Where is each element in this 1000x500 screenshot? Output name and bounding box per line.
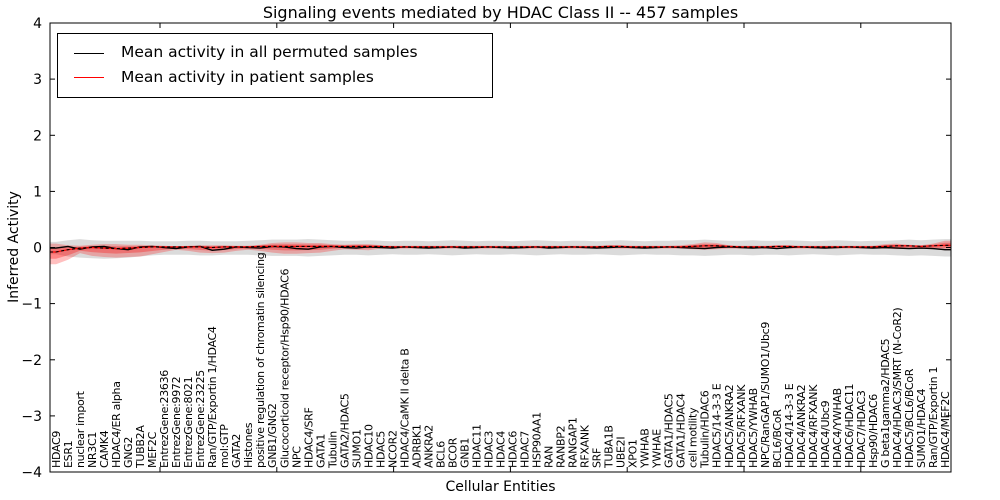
data-layer	[50, 239, 951, 265]
x-axis-label: Cellular Entities	[445, 479, 556, 495]
x-category-label: BCOR	[446, 437, 459, 468]
x-category-label: RFXANK	[579, 424, 592, 468]
x-category-label: EntrezGene:9972	[170, 377, 183, 468]
red-line-swatch	[74, 77, 104, 79]
x-category-label: cell motility	[687, 407, 700, 468]
x-category-label: NPC/RanGAP1/SUMO1/Ubc9	[759, 322, 772, 468]
x-category-label: NPC	[290, 446, 303, 468]
y-tick-label: −1	[21, 297, 42, 313]
x-category-label: RANGAP1	[567, 417, 580, 468]
x-category-label: Tubulin	[326, 431, 339, 469]
x-category-label: HDAC6/HDAC11	[843, 384, 856, 468]
x-category-label: HDAC4/HDAC3/SMRT (N-CoR2)	[891, 308, 904, 468]
x-category-label: HDAC4/ANKRA2	[795, 385, 808, 468]
x-category-label: HDAC4/RFXANK	[807, 384, 820, 468]
x-category-label: ESR1	[62, 441, 75, 468]
y-tick-label: 2	[33, 128, 42, 144]
x-category-label: GATA2/HDAC5	[338, 393, 351, 468]
x-category-label: Ran/GTP/Exportin 1/HDAC4	[206, 326, 219, 468]
x-category-label: MEF2C	[146, 431, 159, 468]
legend-label-patient: Mean activity in patient samples	[121, 68, 374, 87]
x-category-label: BCL6/BCoR	[771, 409, 784, 468]
x-category-label: HSP90AA1	[531, 412, 544, 468]
x-category-label: HDAC5	[374, 431, 387, 468]
x-category-label: XPO1	[627, 439, 640, 468]
y-tick-label: 3	[33, 72, 42, 88]
y-tick-label: 4	[33, 16, 42, 32]
x-category-label: ADRBK1	[410, 424, 423, 468]
x-category-label: SRF	[591, 448, 604, 468]
y-tick-label: 1	[33, 184, 42, 200]
x-category-label: HDAC4/SRF	[302, 407, 315, 468]
x-category-label: Hsp90/HDAC6	[867, 394, 880, 468]
y-tick-label: 0	[33, 241, 42, 257]
x-category-label: HDAC7	[519, 431, 532, 468]
x-category-label: mol:GTP	[218, 424, 231, 468]
x-category-label: HDAC4	[495, 431, 508, 468]
x-category-label: Tubulin/HDAC6	[699, 390, 712, 469]
x-category-label: HDAC3	[483, 431, 496, 468]
x-category-label: GATA1/HDAC4	[675, 393, 688, 468]
x-category-label: RAN	[543, 446, 556, 468]
x-category-label: HDAC5/ANKRA2	[723, 385, 736, 468]
x-category-label: Ran/GTP/Exportin 1	[927, 367, 940, 468]
x-category-label: EntrezGene:23636	[158, 370, 171, 468]
x-category-label: HDAC4/MEF2C	[939, 391, 952, 468]
x-category-label: Histones	[242, 422, 255, 468]
x-category-label: HDAC11	[471, 424, 484, 468]
x-category-label: SUMO1	[350, 429, 363, 468]
x-category-label: YWHAE	[651, 429, 664, 469]
x-category-label: RANBP2	[555, 426, 568, 468]
x-category-label: GATA1/HDAC5	[663, 393, 676, 468]
x-category-label: BCL6	[434, 441, 447, 468]
x-category-label: HDAC7/HDAC3	[855, 390, 868, 468]
x-category-label: HDAC5/RFXANK	[735, 384, 748, 468]
x-category-label: TUBB2A	[134, 425, 147, 469]
x-category-label: positive regulation of chromatin silenci…	[254, 253, 267, 468]
x-category-label: Glucocorticoid receptor/Hsp90/HDAC6	[278, 269, 291, 468]
x-category-label: HDAC4/ER alpha	[110, 381, 123, 468]
x-category-label: NR3C1	[86, 432, 99, 468]
x-category-label: HDAC5/BCL6/BCoR	[903, 368, 916, 468]
x-category-label: HDAC5/14-3-3 E	[711, 383, 724, 468]
legend-item-permuted: Mean activity in all permuted samples	[58, 45, 492, 61]
x-category-label: G beta1gamma2/HDAC5	[879, 338, 892, 468]
x-category-label: HDAC4/14-3-3 E	[783, 383, 796, 468]
x-category-label: HDAC5/YWHAB	[747, 388, 760, 468]
x-category-label: nuclear import	[74, 390, 87, 468]
x-category-label: GNB1/GNG2	[266, 403, 279, 468]
legend-item-patient: Mean activity in patient samples	[58, 70, 492, 86]
x-category-label: GNB1	[459, 438, 472, 468]
x-category-label: EntrezGene:8021	[182, 377, 195, 468]
x-category-label: GNG2	[122, 437, 135, 468]
legend-label-permuted: Mean activity in all permuted samples	[121, 43, 418, 62]
x-category-label: YWHAB	[639, 429, 652, 469]
x-category-label: HDAC4/Ubc9	[819, 400, 832, 468]
permuted-confidence-band	[50, 239, 951, 259]
dashed-overlay-line	[50, 244, 951, 253]
x-category-label: HDAC4/CaMK II delta B	[398, 349, 411, 468]
legend: Mean activity in all permuted samples Me…	[57, 33, 493, 98]
x-category-label: HDAC10	[362, 424, 375, 468]
x-category-label: CAMK4	[98, 430, 111, 468]
x-category-label: HDAC4/YWHAB	[831, 388, 844, 468]
x-category-label: HDAC6	[507, 431, 520, 468]
chart-title: Signaling events mediated by HDAC Class …	[262, 3, 739, 22]
x-category-label: EntrezGene:23225	[194, 370, 207, 468]
x-category-label: UBE2I	[615, 437, 628, 468]
y-tick-label: −2	[21, 353, 42, 369]
x-category-label: GATA1	[314, 434, 327, 468]
y-tick-label: −3	[21, 409, 42, 425]
x-category-label: ANKRA2	[422, 425, 435, 468]
x-category-label: SUMO1/HDAC4	[915, 389, 928, 468]
x-category-label: HDAC9	[50, 431, 63, 468]
x-category-label: NCOR2	[386, 430, 399, 468]
x-category-label: GATA2	[230, 434, 243, 468]
y-tick-label: −4	[21, 465, 42, 481]
x-category-label: TUBA1B	[603, 425, 616, 469]
black-line-swatch	[74, 52, 104, 54]
